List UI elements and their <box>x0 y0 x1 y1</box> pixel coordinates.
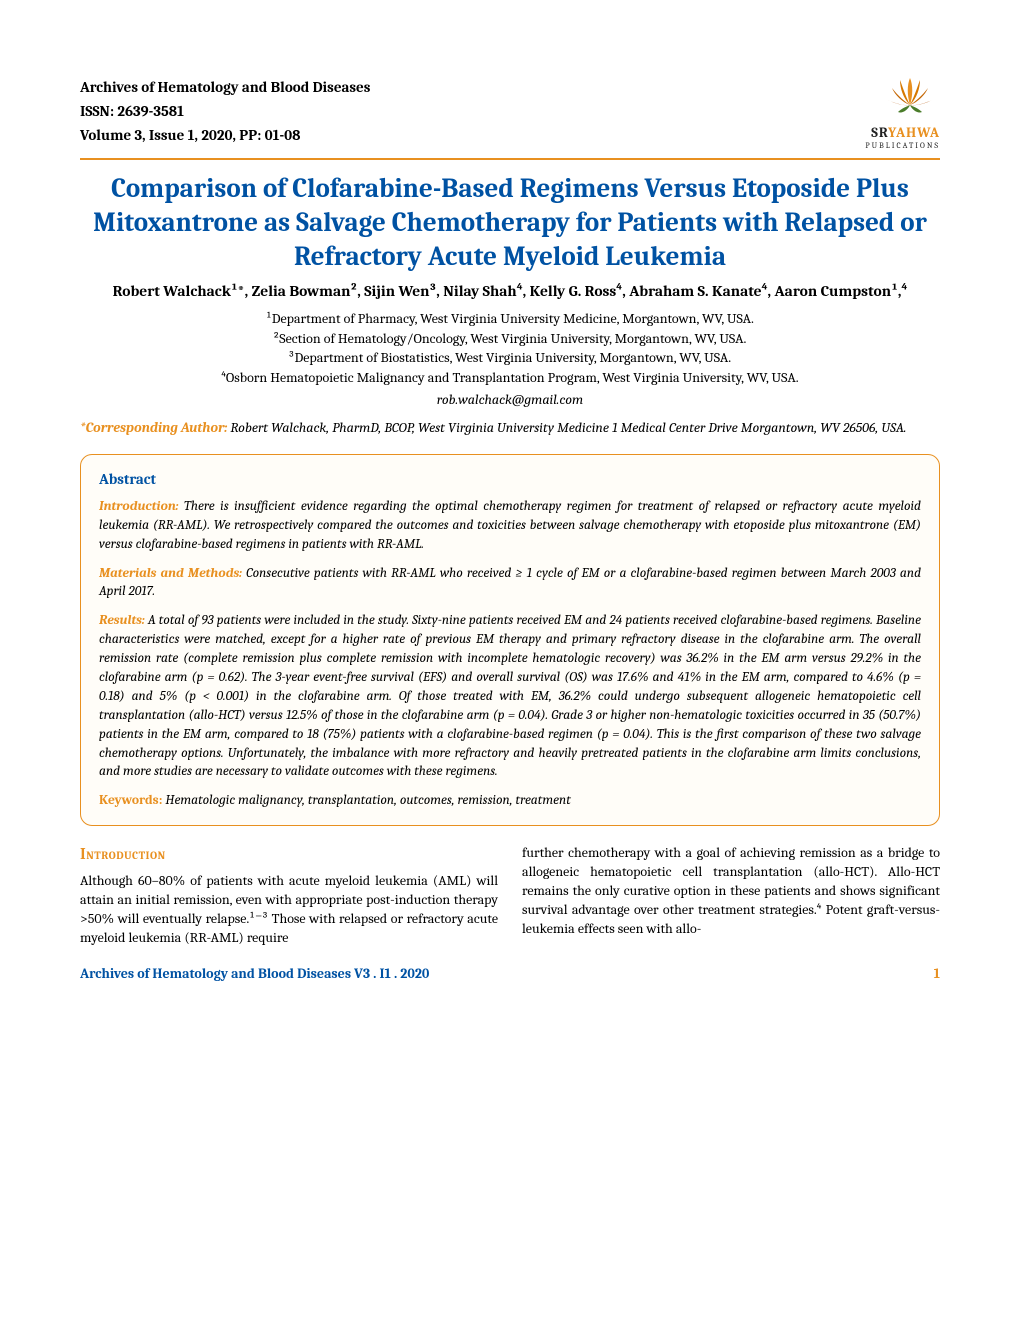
footer-journal: Archives of Hematology and Blood Disease… <box>80 965 429 982</box>
affiliation-1: ¹Department of Pharmacy, West Virginia U… <box>80 309 940 329</box>
abstract-box: Abstract Introduction: There is insuffic… <box>80 454 940 826</box>
publisher-sub: PUBLICATIONS <box>865 141 940 150</box>
journal-issn: ISSN: 2639-3581 <box>80 102 370 120</box>
publisher-name: SRYAHWA <box>865 124 940 141</box>
body-text-right: further chemotherapy with a goal of achi… <box>522 844 940 938</box>
abstract-keywords: Keywords: Hematologic malignancy, transp… <box>99 792 921 811</box>
introduction-heading: Introduction <box>80 844 498 866</box>
journal-header: Archives of Hematology and Blood Disease… <box>80 70 940 160</box>
journal-volume: Volume 3, Issue 1, 2020, PP: 01-08 <box>80 126 370 144</box>
corresponding-author: *Corresponding Author: Robert Walchack, … <box>80 418 940 438</box>
article-title: Comparison of Clofarabine-Based Regimens… <box>80 172 940 273</box>
body-column-left: Introduction Although 60–80% of patients… <box>80 844 498 947</box>
abstract-introduction: Introduction: There is insufficient evid… <box>99 498 921 555</box>
page-footer: Archives of Hematology and Blood Disease… <box>80 965 940 982</box>
footer-page-number: 1 <box>934 965 940 982</box>
affiliations: ¹Department of Pharmacy, West Virginia U… <box>80 309 940 387</box>
corresponding-label: *Corresponding Author: <box>80 419 227 436</box>
journal-meta: Archives of Hematology and Blood Disease… <box>80 78 370 150</box>
abstract-results: Results: A total of 93 patients were inc… <box>99 612 921 782</box>
authors-list: Robert Walchack¹*, Zelia Bowman², Sijin … <box>80 281 940 303</box>
journal-name: Archives of Hematology and Blood Disease… <box>80 78 370 96</box>
abstract-methods: Materials and Methods: Consecutive patie… <box>99 565 921 603</box>
corresponding-text: Robert Walchack, PharmD, BCOP, West Virg… <box>227 419 906 436</box>
abstract-heading: Abstract <box>99 469 921 490</box>
body-text-left: Although 60–80% of patients with acute m… <box>80 872 498 948</box>
body-column-right: further chemotherapy with a goal of achi… <box>522 844 940 947</box>
publisher-logo: SRYAHWA PUBLICATIONS <box>865 70 940 150</box>
affiliation-2: ²Section of Hematology/Oncology, West Vi… <box>80 329 940 349</box>
affiliation-4: ⁴Osborn Hematopoietic Malignancy and Tra… <box>80 368 940 388</box>
author-email: rob.walchack@gmail.com <box>80 391 940 408</box>
lotus-icon <box>880 70 940 120</box>
affiliation-3: ³Department of Biostatistics, West Virgi… <box>80 348 940 368</box>
body-columns: Introduction Although 60–80% of patients… <box>80 844 940 947</box>
